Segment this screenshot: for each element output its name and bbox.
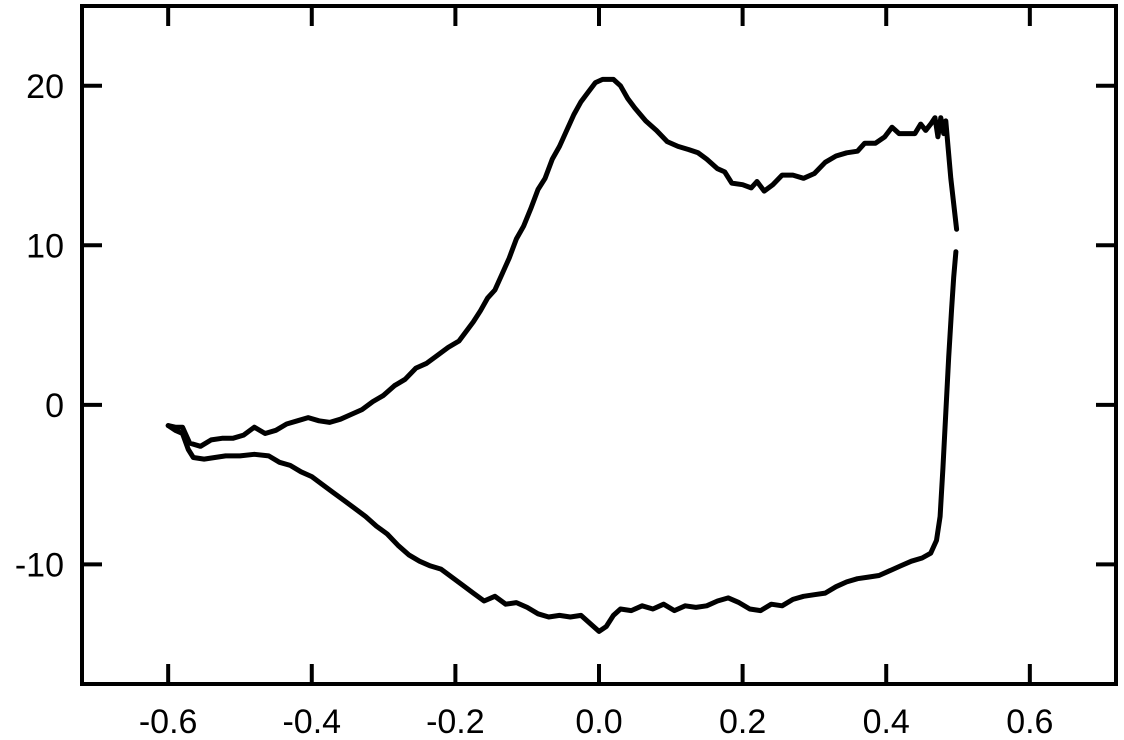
x-tick-label: -0.2 bbox=[426, 703, 485, 740]
tick-marks bbox=[82, 6, 1116, 684]
x-tick-label: 0.4 bbox=[863, 703, 910, 740]
x-tick-label: 0.0 bbox=[575, 703, 622, 740]
lower-branch-line bbox=[165, 249, 959, 634]
y-tick-label: -10 bbox=[15, 546, 64, 584]
plot-frame bbox=[80, 4, 1118, 686]
x-tick-label: -0.4 bbox=[282, 703, 341, 740]
y-tick-label: 10 bbox=[26, 227, 64, 265]
data-series bbox=[165, 76, 960, 634]
y-tick-label: 0 bbox=[45, 387, 64, 425]
x-tick-labels: -0.6 -0.4 -0.2 0.0 0.2 0.4 0.6 bbox=[139, 703, 1054, 740]
y-tick-labels: -10 0 10 20 bbox=[15, 68, 64, 585]
plot-border bbox=[80, 4, 1118, 686]
x-tick-label: -0.6 bbox=[139, 703, 198, 740]
x-tick-label: 0.6 bbox=[1006, 703, 1053, 740]
upper-branch-line bbox=[165, 76, 960, 449]
y-tick-label: 20 bbox=[26, 68, 64, 106]
x-tick-label: 0.2 bbox=[719, 703, 766, 740]
